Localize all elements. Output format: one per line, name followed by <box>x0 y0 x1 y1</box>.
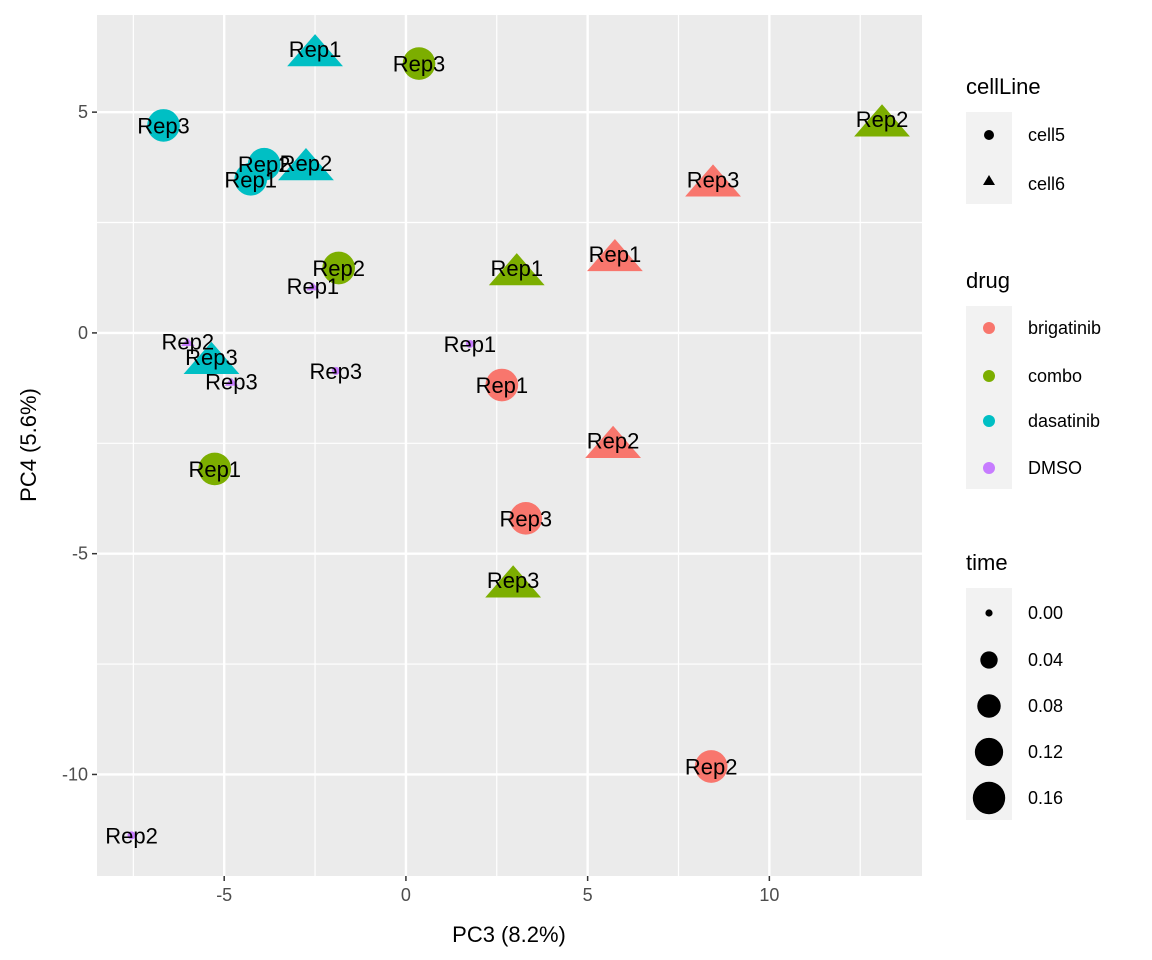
y-axis-title: PC4 (5.6%) <box>16 388 41 502</box>
y-axis-ticks: 5 0 -5 -10 <box>62 102 97 784</box>
point-label: Rep1 <box>476 373 529 398</box>
point-label: Rep3 <box>393 52 446 77</box>
x-tick-label: 10 <box>759 885 779 905</box>
legend-label: cell5 <box>1028 125 1065 145</box>
x-tick-label: 0 <box>401 885 411 905</box>
x-axis-title: PC3 (8.2%) <box>452 922 566 947</box>
data-points <box>127 34 910 840</box>
point-label: Rep3 <box>687 167 740 192</box>
data-point-combo-cell6 <box>488 253 545 286</box>
point-label: Rep1 <box>224 167 277 192</box>
data-point-DMSO-cell5 <box>127 831 136 840</box>
legend-time-size-icon <box>985 609 993 617</box>
data-point-DMSO-cell5 <box>331 366 340 375</box>
point-label: Rep2 <box>312 256 365 281</box>
y-tick-label: 0 <box>78 323 88 343</box>
point-label: Rep2 <box>238 152 291 177</box>
data-point-dasatinib-cell5 <box>147 109 180 142</box>
legend-time-size-icon <box>980 651 998 669</box>
legend-label: 0.08 <box>1028 696 1063 716</box>
legend-label: dasatinib <box>1028 411 1100 431</box>
legend-cellline-title: cellLine <box>966 74 1041 99</box>
data-point-combo-cell6 <box>854 104 910 137</box>
data-point-DMSO-cell6 <box>224 377 239 386</box>
x-tick-label: 5 <box>583 885 593 905</box>
legend-label: cell6 <box>1028 174 1065 194</box>
point-label: Rep3 <box>500 506 553 531</box>
data-point-combo-cell5 <box>402 47 436 80</box>
legend-time-size-icon <box>972 781 1006 815</box>
legend-key-bg <box>966 306 1012 489</box>
legend-drug-color-icon <box>983 462 995 474</box>
y-tick-label: 5 <box>78 102 88 122</box>
data-point-dasatinib-cell6 <box>183 341 240 375</box>
point-label: Rep1 <box>444 332 497 357</box>
legend-time-size-icon <box>977 694 1001 718</box>
x-tick-label: -5 <box>216 885 232 905</box>
point-label: Rep3 <box>205 369 258 394</box>
point-label: Rep2 <box>280 151 333 176</box>
legend-time: time 0.00 0.04 0.08 0.12 0.16 <box>966 550 1063 820</box>
legend-cellline: cellLine cell5 cell6 <box>966 74 1065 204</box>
legend-label: 0.04 <box>1028 650 1063 670</box>
legend-label: 0.00 <box>1028 603 1063 623</box>
data-point-DMSO-cell6 <box>181 338 195 346</box>
legend-time-size-icon <box>974 737 1004 767</box>
data-point-brigatinib-cell6 <box>685 164 741 197</box>
data-point-combo-cell5 <box>322 251 356 285</box>
data-point-dasatinib-cell6 <box>287 34 343 67</box>
point-label: Rep1 <box>287 274 340 299</box>
data-point-dasatinib-cell5 <box>234 162 268 196</box>
grid-lines <box>97 15 922 876</box>
x-axis-ticks: -5 0 5 10 <box>216 876 779 905</box>
legend-time-title: time <box>966 550 1008 575</box>
point-label: Rep2 <box>685 754 738 779</box>
legend-label: 0.12 <box>1028 742 1063 762</box>
data-point-combo-cell5 <box>198 452 232 486</box>
point-label: Rep2 <box>105 823 158 848</box>
point-label: Rep1 <box>289 37 342 62</box>
point-label: Rep1 <box>490 256 543 281</box>
plot-panel <box>97 15 922 876</box>
point-label: Rep1 <box>188 457 241 482</box>
legend-triangle-icon <box>983 175 995 185</box>
legend-key-bg <box>966 112 1012 204</box>
point-label: Rep3 <box>137 113 190 138</box>
data-point-brigatinib-cell6 <box>586 238 643 272</box>
legend-label: combo <box>1028 366 1082 386</box>
legend-label: 0.16 <box>1028 788 1063 808</box>
legend-drug-color-icon <box>983 322 995 334</box>
legend-drug-color-icon <box>983 370 995 382</box>
data-point-combo-cell6 <box>485 565 542 598</box>
data-point-brigatinib-cell6 <box>585 425 641 458</box>
point-label: Rep2 <box>162 330 215 355</box>
data-point-DMSO-cell5 <box>465 339 474 348</box>
legend-drug-title: drug <box>966 268 1010 293</box>
point-label: Rep3 <box>185 345 238 370</box>
point-label: Rep3 <box>309 359 362 384</box>
data-point-brigatinib-cell5 <box>694 750 728 783</box>
point-label: Rep2 <box>856 107 909 132</box>
data-point-DMSO-cell6 <box>306 282 320 291</box>
legend-drug: drug brigatinib combo dasatinib DMSO <box>966 268 1101 489</box>
point-label: Rep3 <box>487 568 540 593</box>
legend-label: DMSO <box>1028 458 1082 478</box>
point-label: Rep2 <box>587 429 640 454</box>
point-label: Rep1 <box>589 242 642 267</box>
legend-label: brigatinib <box>1028 318 1101 338</box>
y-tick-label: -10 <box>62 764 88 784</box>
legend-drug-color-icon <box>983 415 995 427</box>
data-point-dasatinib-cell6 <box>278 148 334 181</box>
y-tick-label: -5 <box>72 544 88 564</box>
data-point-brigatinib-cell5 <box>509 502 543 535</box>
data-point-brigatinib-cell5 <box>485 368 519 402</box>
legend-circle-icon <box>984 130 994 140</box>
